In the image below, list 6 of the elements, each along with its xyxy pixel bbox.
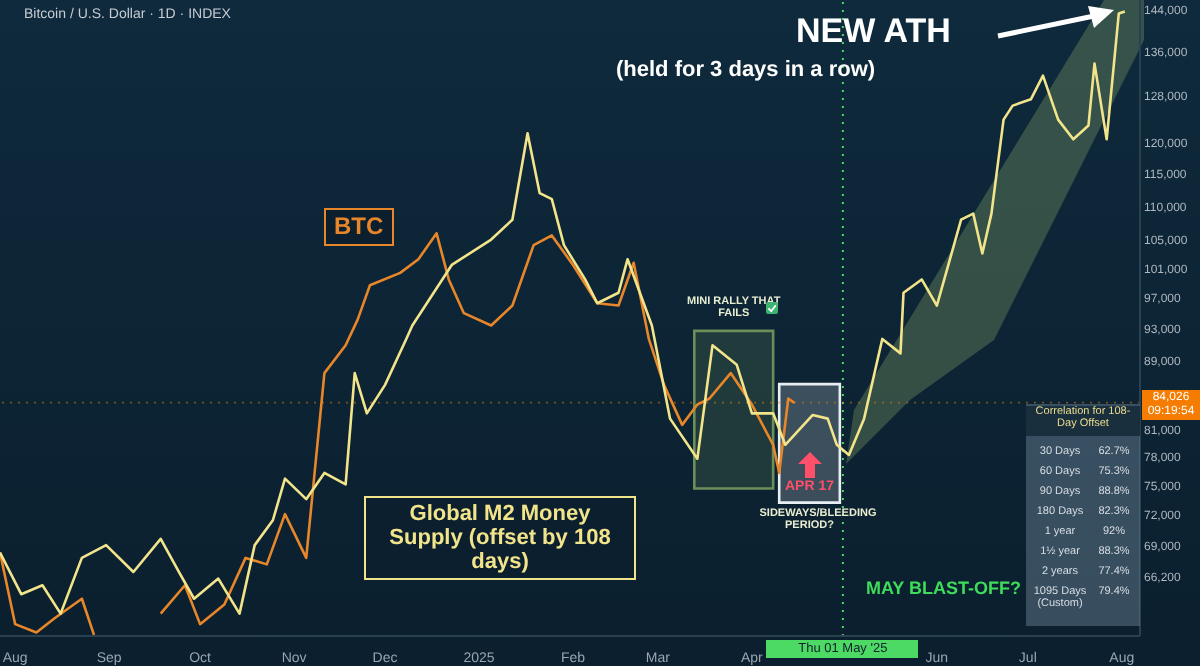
annotation: NEW ATH (796, 12, 951, 52)
line-series (0, 10, 1127, 615)
annotation: MAY BLAST-OFF? (866, 578, 1022, 600)
annotation: (held for 3 days in a row) (616, 58, 876, 83)
series-label: BTC (324, 208, 394, 247)
text: Global M2 Money Supply (offset by 108 days) (364, 496, 636, 581)
